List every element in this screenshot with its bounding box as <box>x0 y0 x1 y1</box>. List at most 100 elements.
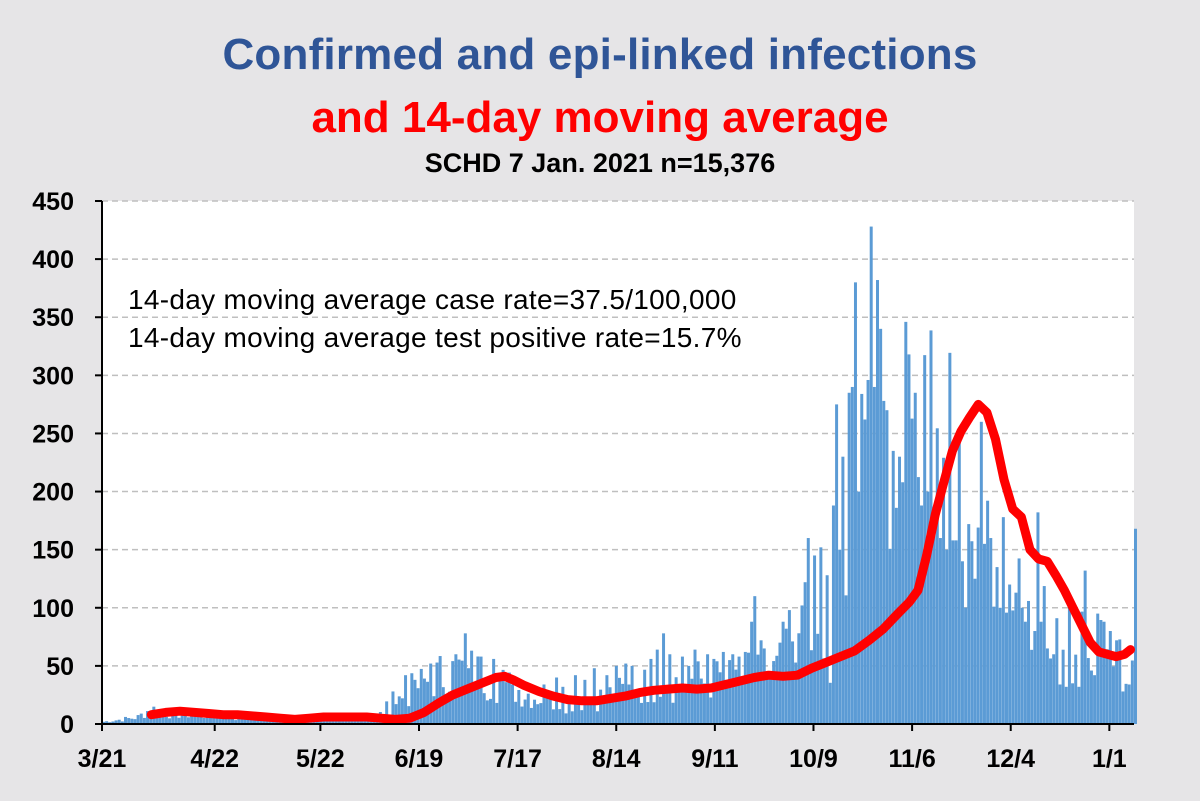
bar <box>1008 584 1012 724</box>
bar <box>809 650 813 724</box>
bar <box>514 701 518 724</box>
bar <box>1011 610 1015 724</box>
bar <box>1064 686 1068 724</box>
bar <box>548 692 552 724</box>
bar <box>769 672 773 724</box>
bar <box>715 661 719 724</box>
bar <box>806 538 810 724</box>
bar <box>882 400 886 724</box>
bar <box>507 672 511 724</box>
bar <box>724 679 728 724</box>
bar <box>1061 649 1065 724</box>
bar <box>385 701 389 724</box>
bar <box>495 702 499 724</box>
bar <box>231 717 234 724</box>
x-tick-label: 3/21 <box>78 745 127 773</box>
bar <box>973 578 977 724</box>
bar <box>404 675 408 724</box>
bar <box>743 651 747 724</box>
bar <box>948 352 952 724</box>
bar <box>545 691 549 724</box>
bar <box>567 698 571 724</box>
bar <box>671 702 675 724</box>
y-tick-label: 100 <box>32 595 74 623</box>
bar <box>850 386 854 724</box>
bar <box>847 392 851 724</box>
bar <box>526 693 530 724</box>
bar <box>246 717 250 724</box>
bar <box>1108 631 1112 724</box>
bar <box>1115 640 1119 724</box>
bar <box>164 716 168 724</box>
bar <box>879 328 883 724</box>
bar <box>155 715 159 724</box>
bar <box>328 719 332 724</box>
bar <box>964 607 968 724</box>
bar <box>636 692 640 724</box>
bar <box>869 226 873 724</box>
bar <box>168 718 172 724</box>
chart-title-line1: Confirmed and epi-linked infections <box>222 30 978 79</box>
bar <box>275 720 279 724</box>
bar <box>737 656 741 724</box>
bar <box>504 682 508 724</box>
bar <box>1105 649 1109 724</box>
bar <box>759 640 763 724</box>
bar <box>1102 621 1106 724</box>
bar <box>926 491 930 724</box>
bar <box>841 456 845 724</box>
bar <box>608 687 612 724</box>
bar <box>976 527 980 724</box>
bar <box>740 679 744 724</box>
bar <box>146 711 150 724</box>
bar <box>1033 631 1037 724</box>
bar <box>485 700 489 724</box>
x-tick-label: 5/22 <box>296 745 345 773</box>
bar <box>435 662 439 724</box>
bar <box>268 719 272 724</box>
bar <box>586 700 590 724</box>
y-tick-label: 50 <box>46 653 74 681</box>
bar <box>1127 684 1131 724</box>
x-tick-label: 7/17 <box>493 745 542 773</box>
bar <box>511 684 515 724</box>
bar <box>422 678 426 724</box>
bar <box>124 716 128 724</box>
x-tick-label: 11/6 <box>888 745 935 773</box>
bar <box>479 656 483 724</box>
bar <box>872 386 876 724</box>
bar <box>391 691 395 724</box>
x-tick-label: 4/22 <box>190 745 239 773</box>
bar <box>778 642 782 724</box>
y-tick-label: 150 <box>32 537 74 565</box>
bar <box>970 541 974 724</box>
bar <box>819 547 823 724</box>
bar <box>1014 592 1018 724</box>
bar <box>979 421 983 724</box>
bar <box>394 704 398 724</box>
x-tick-label: 1/1 <box>1092 745 1127 773</box>
bar <box>951 540 955 724</box>
bar <box>589 701 593 724</box>
bar <box>787 610 791 724</box>
bar <box>945 549 949 724</box>
bar <box>400 698 404 724</box>
bar <box>982 543 986 724</box>
bar <box>196 712 200 724</box>
bar <box>441 687 445 724</box>
bar <box>1124 683 1128 724</box>
bar <box>699 678 703 724</box>
bar <box>580 710 584 724</box>
bar <box>130 718 134 724</box>
bar <box>577 703 581 724</box>
bar <box>473 687 477 724</box>
bar <box>193 713 197 724</box>
bar <box>907 354 911 724</box>
bar <box>102 721 105 724</box>
bar <box>363 719 367 724</box>
bar <box>995 567 999 724</box>
bar <box>772 661 776 724</box>
bar <box>492 658 496 724</box>
bar <box>992 606 996 724</box>
bar <box>136 715 140 724</box>
